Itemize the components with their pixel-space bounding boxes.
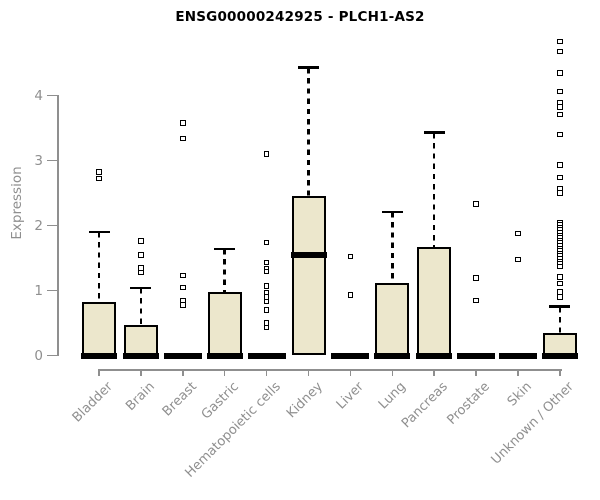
x-axis-tick-kidney bbox=[307, 369, 310, 376]
outlier-marker bbox=[473, 275, 479, 281]
median-unknown-other bbox=[541, 352, 578, 359]
whisker-cap-gastric bbox=[214, 247, 236, 251]
outlier-marker bbox=[138, 269, 144, 276]
median-brain bbox=[122, 352, 159, 359]
outlier-marker bbox=[96, 169, 102, 175]
outlier-marker bbox=[180, 120, 186, 126]
median-kidney bbox=[290, 251, 327, 258]
y-tick-label-4: 4 bbox=[34, 87, 43, 104]
whisker-cap-brain bbox=[130, 286, 152, 290]
outlier-marker bbox=[557, 162, 563, 168]
outlier-marker bbox=[557, 190, 563, 196]
whisker-cap-bladder bbox=[88, 230, 110, 234]
x-axis-tick-bladder bbox=[98, 369, 100, 376]
whisker-cap-pancreas bbox=[423, 131, 445, 134]
outlier-marker bbox=[557, 131, 563, 138]
x-axis-tick-hematopoietic-cells bbox=[265, 369, 268, 376]
y-tick-label-1: 1 bbox=[34, 282, 43, 299]
outlier-marker bbox=[557, 274, 563, 280]
outlier-marker bbox=[557, 280, 563, 287]
y-axis-line bbox=[57, 95, 59, 356]
x-axis-line bbox=[98, 369, 562, 371]
x-axis-tick-breast bbox=[182, 369, 184, 376]
outlier-marker bbox=[263, 298, 270, 305]
outlier-marker bbox=[263, 259, 270, 266]
outlier-marker bbox=[180, 135, 186, 142]
outlier-marker bbox=[263, 239, 270, 246]
x-axis-tick-unknown-other bbox=[559, 369, 561, 376]
whisker-cap-lung bbox=[381, 210, 403, 214]
outlier-marker bbox=[557, 289, 563, 295]
whisker-gastric bbox=[223, 248, 226, 292]
whisker-cap-unknown-other bbox=[549, 305, 571, 309]
outlier-marker bbox=[263, 324, 270, 331]
outlier-marker bbox=[138, 238, 144, 244]
whisker-lung bbox=[391, 211, 394, 283]
whisker-kidney bbox=[307, 67, 310, 196]
median-lung bbox=[374, 352, 411, 359]
outlier-marker bbox=[557, 88, 563, 95]
outlier-marker bbox=[96, 175, 102, 182]
outlier-marker bbox=[557, 48, 563, 55]
median-breast bbox=[163, 352, 202, 359]
x-axis-tick-gastric bbox=[223, 369, 226, 376]
y-axis-tick bbox=[47, 224, 57, 227]
box-lung bbox=[375, 282, 410, 356]
x-axis-tick-pancreas bbox=[433, 369, 435, 376]
outlier-marker bbox=[138, 252, 144, 258]
box-pancreas bbox=[417, 246, 452, 356]
median-hematopoietic-cells bbox=[247, 352, 286, 359]
y-axis-tick bbox=[47, 159, 57, 162]
outlier-marker bbox=[557, 294, 563, 300]
outlier-marker bbox=[263, 283, 270, 289]
y-tick-label-3: 3 bbox=[34, 152, 43, 169]
x-axis-tick-skin bbox=[517, 369, 519, 376]
whisker-cap-kidney bbox=[298, 66, 319, 69]
box-kidney bbox=[291, 195, 326, 356]
chart-title: ENSG00000242925 - PLCH1-AS2 bbox=[175, 9, 425, 25]
x-axis-tick-prostate bbox=[475, 369, 477, 376]
median-prostate bbox=[457, 352, 496, 359]
y-axis-tick bbox=[47, 354, 57, 357]
box-bladder bbox=[82, 301, 116, 356]
outlier-marker bbox=[180, 284, 186, 290]
median-bladder bbox=[81, 352, 117, 359]
median-pancreas bbox=[416, 352, 453, 359]
outlier-marker bbox=[473, 297, 479, 303]
outlier-marker bbox=[557, 263, 563, 270]
outlier-marker bbox=[263, 268, 270, 275]
outlier-marker bbox=[263, 307, 270, 313]
whisker-brain bbox=[139, 287, 143, 325]
whisker-bladder bbox=[97, 232, 101, 302]
whisker-pancreas bbox=[432, 132, 436, 247]
x-axis-tick-lung bbox=[391, 369, 394, 376]
median-gastric bbox=[206, 352, 243, 359]
y-tick-label-2: 2 bbox=[34, 217, 43, 234]
median-skin bbox=[499, 352, 537, 359]
whisker-unknown-other bbox=[558, 306, 562, 334]
box-brain bbox=[123, 324, 158, 356]
y-axis-tick bbox=[47, 94, 57, 97]
y-tick-label-0: 0 bbox=[34, 347, 43, 364]
box-gastric bbox=[207, 291, 242, 356]
y-axis-tick bbox=[47, 289, 57, 292]
outlier-marker bbox=[557, 104, 563, 110]
outlier-marker bbox=[473, 201, 479, 207]
outlier-marker bbox=[180, 272, 186, 279]
x-axis-tick-brain bbox=[140, 369, 142, 376]
outlier-marker bbox=[263, 151, 270, 157]
median-liver bbox=[331, 352, 370, 359]
outlier-marker bbox=[515, 256, 521, 263]
outlier-marker bbox=[557, 174, 563, 181]
outlier-marker bbox=[557, 70, 563, 76]
outlier-marker bbox=[515, 230, 521, 237]
outlier-marker bbox=[557, 111, 563, 118]
outlier-marker bbox=[347, 292, 354, 298]
outlier-marker bbox=[557, 38, 563, 45]
outlier-marker bbox=[180, 302, 186, 308]
outlier-marker bbox=[347, 253, 354, 260]
x-axis-tick-liver bbox=[349, 369, 352, 376]
